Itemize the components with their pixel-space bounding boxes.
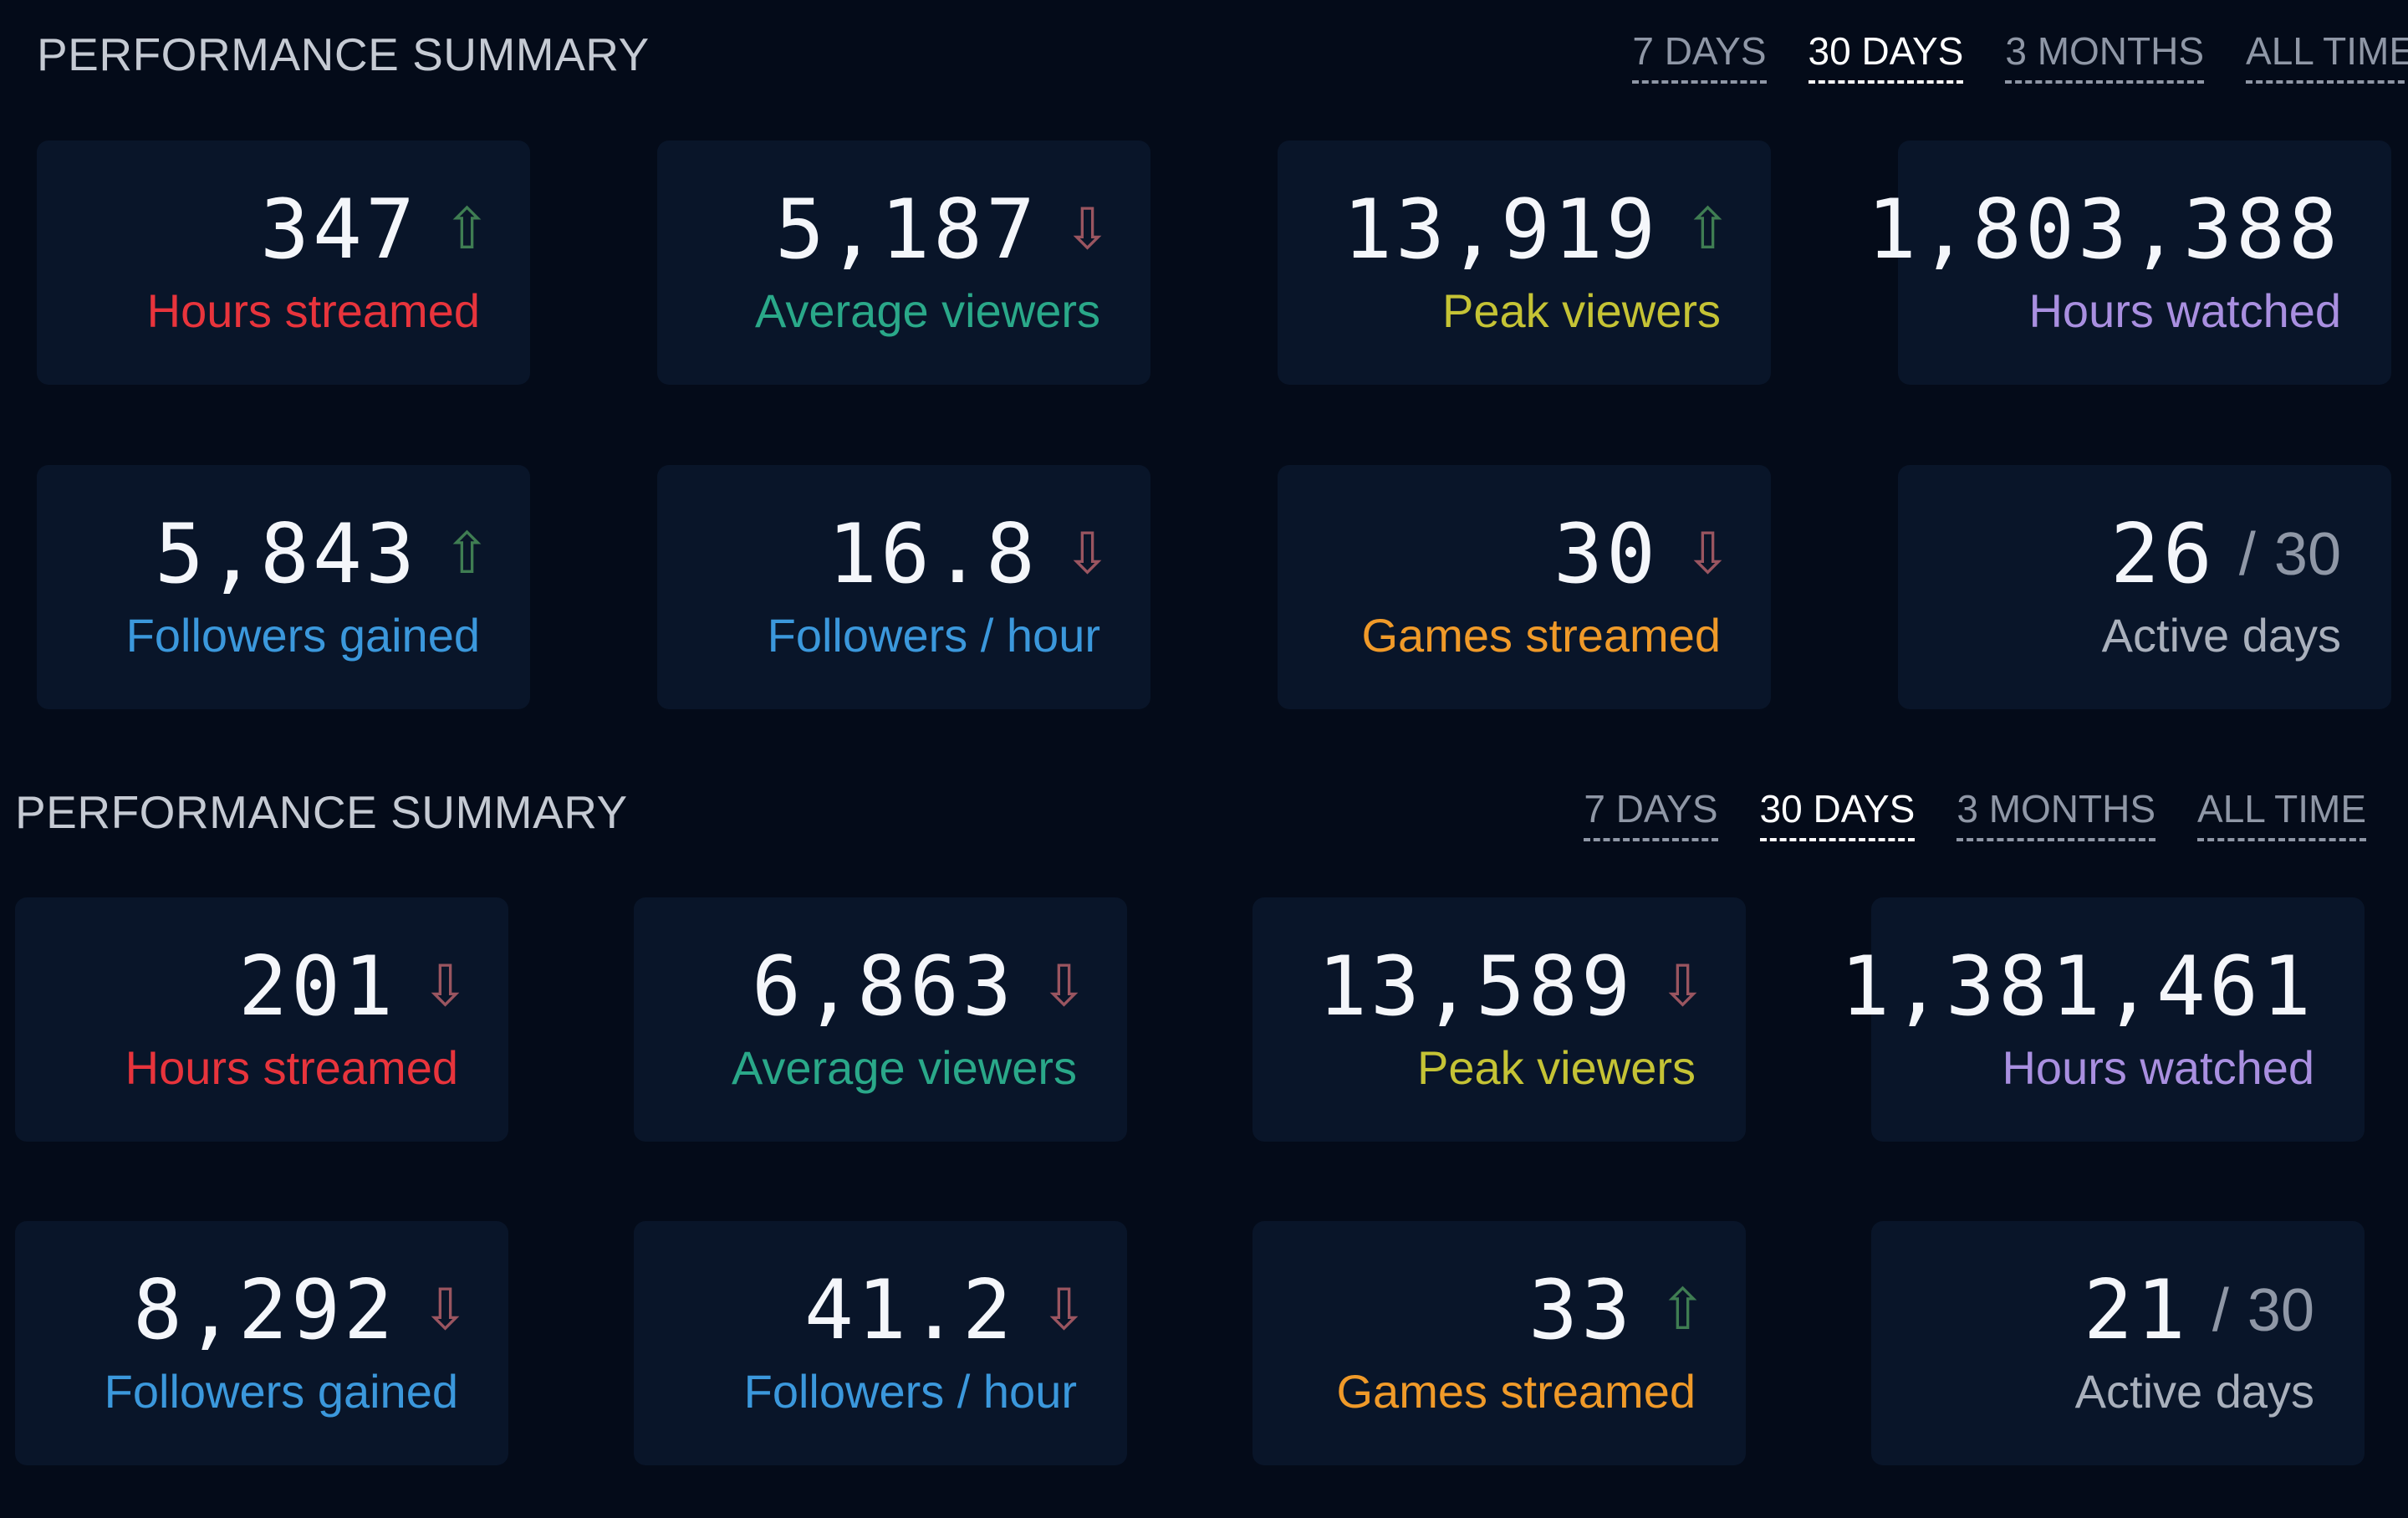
- stat-card-hours-watched: 1,803,388 Hours watched: [1867, 141, 2391, 385]
- stat-value: 6,863: [751, 939, 1015, 1035]
- trend-down-icon: ⇩: [421, 1277, 469, 1343]
- stat-value: 41.2: [804, 1263, 1015, 1358]
- stat-label: Average viewers: [732, 1041, 1077, 1094]
- time-range-tabs: 7 DAYS 30 DAYS 3 MONTHS ALL TIME: [1632, 32, 2408, 84]
- stat-value: 33: [1528, 1263, 1634, 1358]
- trend-down-icon: ⇩: [1659, 953, 1707, 1020]
- tab-30-days[interactable]: 30 DAYS: [1808, 32, 1964, 84]
- stat-label: Hours watched: [2028, 284, 2341, 337]
- stat-value: 13,919: [1342, 182, 1659, 278]
- tab-3-months[interactable]: 3 MONTHS: [1956, 790, 2156, 841]
- trend-up-icon: ⇧: [443, 521, 491, 587]
- stat-label: Active days: [2074, 1365, 2314, 1418]
- stat-card-followers-gained: 5,843 ⇧ Followers gained: [37, 465, 530, 709]
- stat-value: 16.8: [827, 507, 1038, 602]
- stat-label: Hours streamed: [125, 1041, 458, 1094]
- stat-card-games-streamed: 33 ⇧ Games streamed: [1252, 1221, 1746, 1465]
- stat-label: Hours streamed: [146, 284, 480, 337]
- stat-card-active-days: 21 /30 Active days: [1871, 1221, 2365, 1465]
- stat-value: 347: [259, 182, 418, 278]
- stat-label: Peak viewers: [1416, 1041, 1696, 1094]
- tab-7-days[interactable]: 7 DAYS: [1584, 790, 1718, 841]
- stat-value: 26: [2110, 507, 2216, 602]
- stat-value: 21: [2083, 1263, 2189, 1358]
- trend-up-icon: ⇧: [1659, 1277, 1707, 1343]
- tab-all-time[interactable]: ALL TIME: [2197, 790, 2366, 841]
- stat-card-average-viewers: 6,863 ⇩ Average viewers: [634, 897, 1127, 1142]
- trend-down-icon: ⇩: [1064, 197, 1111, 263]
- stat-label: Followers gained: [125, 609, 480, 662]
- stat-card-average-viewers: 5,187 ⇩ Average viewers: [657, 141, 1150, 385]
- stat-card-games-streamed: 30 ⇩ Games streamed: [1278, 465, 1771, 709]
- stat-value: 1,803,388: [1866, 182, 2341, 278]
- trend-down-icon: ⇩: [1040, 953, 1088, 1020]
- stat-label: Followers / hour: [767, 609, 1100, 662]
- trend-down-icon: ⇩: [1040, 1277, 1088, 1343]
- tab-30-days[interactable]: 30 DAYS: [1759, 790, 1916, 841]
- stat-value: 30: [1553, 507, 1659, 602]
- stat-card-hours-streamed: 347 ⇧ Hours streamed: [37, 141, 530, 385]
- stat-value: 13,589: [1317, 939, 1634, 1035]
- stat-label: Games streamed: [1336, 1365, 1696, 1418]
- trend-down-icon: ⇩: [1064, 521, 1111, 587]
- stat-card-active-days: 26 /30 Active days: [1898, 465, 2391, 709]
- stat-card-followers-per-hour: 41.2 ⇩ Followers / hour: [634, 1221, 1127, 1465]
- stat-card-peak-viewers: 13,919 ⇧ Peak viewers: [1278, 141, 1771, 385]
- stat-label: Followers / hour: [743, 1365, 1077, 1418]
- section-title: PERFORMANCE SUMMARY: [37, 28, 650, 80]
- stat-label: Average viewers: [755, 284, 1100, 337]
- tab-all-time[interactable]: ALL TIME: [2246, 32, 2408, 84]
- stat-value: 1,381,461: [1839, 939, 2314, 1035]
- time-range-tabs: 7 DAYS 30 DAYS 3 MONTHS ALL TIME: [1584, 790, 2366, 841]
- trend-up-icon: ⇧: [1684, 197, 1732, 263]
- section-title: PERFORMANCE SUMMARY: [15, 786, 628, 838]
- stat-value: 5,187: [774, 182, 1038, 278]
- stat-card-followers-per-hour: 16.8 ⇩ Followers / hour: [657, 465, 1150, 709]
- trend-up-icon: ⇧: [443, 197, 491, 263]
- trend-down-icon: ⇩: [421, 953, 469, 1020]
- stat-value: 8,292: [132, 1263, 396, 1358]
- stat-card-followers-gained: 8,292 ⇩ Followers gained: [15, 1221, 508, 1465]
- stat-card-peak-viewers: 13,589 ⇩ Peak viewers: [1252, 897, 1746, 1142]
- stat-label: Peak viewers: [1441, 284, 1721, 337]
- stat-value: 5,843: [154, 507, 418, 602]
- stat-label: Followers gained: [104, 1365, 458, 1418]
- stat-label: Games streamed: [1361, 609, 1722, 662]
- stat-value: 201: [237, 939, 396, 1035]
- stat-label: Hours watched: [2002, 1041, 2314, 1094]
- stat-total: /30: [2238, 521, 2341, 588]
- tab-3-months[interactable]: 3 MONTHS: [2005, 32, 2205, 84]
- stat-card-hours-streamed: 201 ⇩ Hours streamed: [15, 897, 508, 1142]
- trend-down-icon: ⇩: [1684, 521, 1732, 587]
- stat-total: /30: [2212, 1277, 2314, 1344]
- stat-card-hours-watched: 1,381,461 Hours watched: [1840, 897, 2365, 1142]
- stat-label: Active days: [2101, 609, 2341, 662]
- tab-7-days[interactable]: 7 DAYS: [1632, 32, 1767, 84]
